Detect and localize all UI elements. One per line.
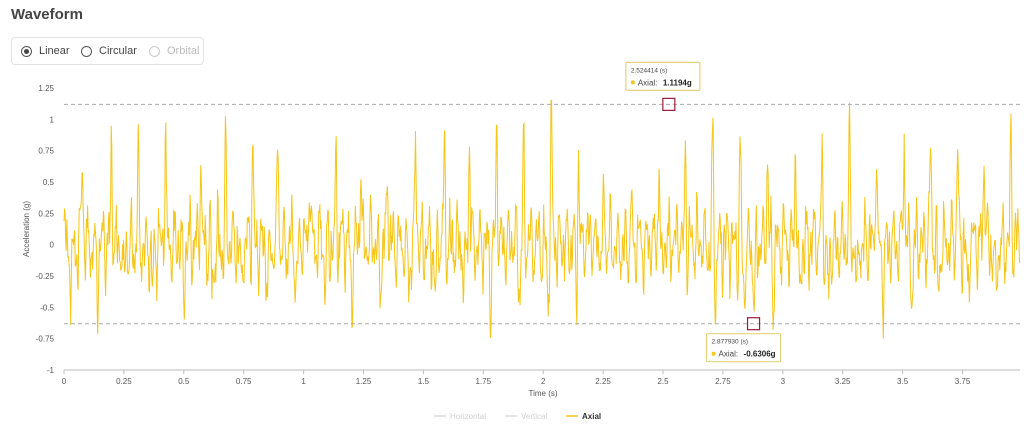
- tooltip-time: 2.877930 (s): [712, 339, 749, 346]
- mode-option-orbital: Orbital: [149, 45, 199, 57]
- x-tick-label: 1.75: [476, 377, 492, 386]
- x-tick-label: 0.5: [178, 377, 190, 386]
- y-tick-label: 0.75: [38, 147, 54, 156]
- mode-label-circular: Circular: [99, 45, 137, 57]
- x-axis-label: Time (s): [528, 389, 557, 398]
- series-line-axial: [63, 99, 1021, 339]
- x-tick-label: 0: [62, 377, 67, 386]
- y-tick-label: -1: [47, 366, 55, 375]
- data-point-marker[interactable]: [662, 97, 676, 111]
- x-tick-label: 3.5: [897, 377, 909, 386]
- radio-disabled-icon: [149, 45, 160, 57]
- y-tick-label: 0: [50, 241, 55, 250]
- x-tick-label: 0.25: [116, 377, 132, 386]
- tooltip: 2.524414 (s) Axial: 1.1194g: [625, 61, 701, 91]
- radio-unselected-icon[interactable]: [81, 45, 92, 57]
- legend-label: Vertical: [521, 412, 547, 421]
- mode-option-linear[interactable]: Linear: [21, 45, 70, 57]
- x-tick-label: 2.25: [595, 377, 611, 386]
- legend-item-vertical[interactable]: Vertical: [505, 412, 547, 421]
- y-tick-label: 0.25: [38, 209, 54, 218]
- y-tick-label: -0.5: [40, 303, 54, 312]
- y-tick-label: 1: [50, 115, 55, 124]
- y-tick-label: 1.25: [38, 84, 54, 93]
- legend-item-axial[interactable]: Axial: [566, 412, 601, 421]
- mode-label-linear: Linear: [39, 45, 70, 57]
- x-tick-label: 1: [301, 377, 306, 386]
- data-point-marker[interactable]: [746, 317, 761, 331]
- tooltip-value: -0.6306g: [744, 350, 776, 359]
- tooltip: 2.877930 (s) Axial: -0.6306g: [705, 333, 782, 363]
- radio-selected-icon[interactable]: [21, 45, 32, 57]
- series-dot-icon: [711, 351, 716, 356]
- x-tick-label: 3.25: [835, 377, 851, 386]
- x-tick-label: 1.5: [418, 377, 430, 386]
- y-tick-label: -0.25: [36, 272, 55, 281]
- legend-item-horizontal[interactable]: Horizontal: [434, 412, 486, 421]
- y-tick-label: -0.75: [36, 335, 55, 344]
- legend-label: Axial: [582, 412, 601, 421]
- x-tick-label: 2.5: [657, 377, 669, 386]
- legend-label: Horizontal: [450, 412, 486, 421]
- x-tick-label: 3.75: [955, 377, 971, 386]
- x-tick-label: 2.75: [715, 377, 731, 386]
- tooltip-value: 1.1194g: [663, 78, 692, 87]
- mode-label-orbital: Orbital: [167, 45, 200, 57]
- x-tick-label: 1.25: [356, 377, 372, 386]
- waveform-mode-selector: Linear Circular Orbital: [11, 37, 204, 65]
- series-dot-icon: [630, 80, 635, 85]
- tooltip-time: 2.524414 (s): [631, 67, 668, 74]
- page-title: Waveform: [11, 6, 83, 23]
- x-tick-label: 2: [541, 377, 546, 386]
- y-tick-label: 0.5: [43, 178, 55, 187]
- x-tick-label: 3: [781, 377, 786, 386]
- tooltip-series-label: Axial:: [638, 78, 658, 87]
- mode-option-circular[interactable]: Circular: [81, 45, 137, 57]
- x-tick-label: 0.75: [236, 377, 252, 386]
- y-axis-label: Acceleration (g): [22, 201, 31, 257]
- tooltip-series-label: Axial:: [719, 350, 739, 359]
